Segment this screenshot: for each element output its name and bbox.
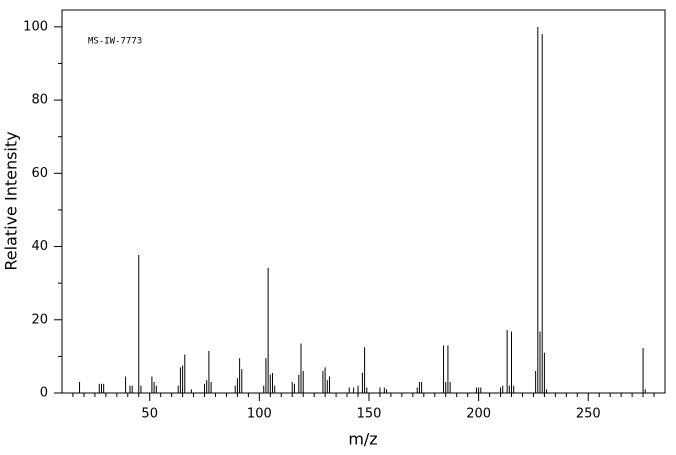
x-axis-label: m/z [348,430,377,449]
plot-frame [61,9,666,394]
x-tick-label: 50 [141,407,158,422]
annotation: MS-IW-7773 [88,37,142,47]
x-tick-label: 100 [247,407,272,422]
y-tick-label: 100 [23,19,48,34]
y-tick-label: 20 [31,312,48,327]
y-tick-label: 0 [40,386,48,401]
y-tick-label: 40 [31,239,48,254]
x-tick-label: 150 [357,407,382,422]
x-tick-label: 250 [576,407,601,422]
y-axis-label: Relative Intensity [2,131,21,270]
x-tick-label: 200 [466,407,491,422]
y-tick-label: 80 [31,93,48,108]
y-tick-label: 60 [31,166,48,181]
